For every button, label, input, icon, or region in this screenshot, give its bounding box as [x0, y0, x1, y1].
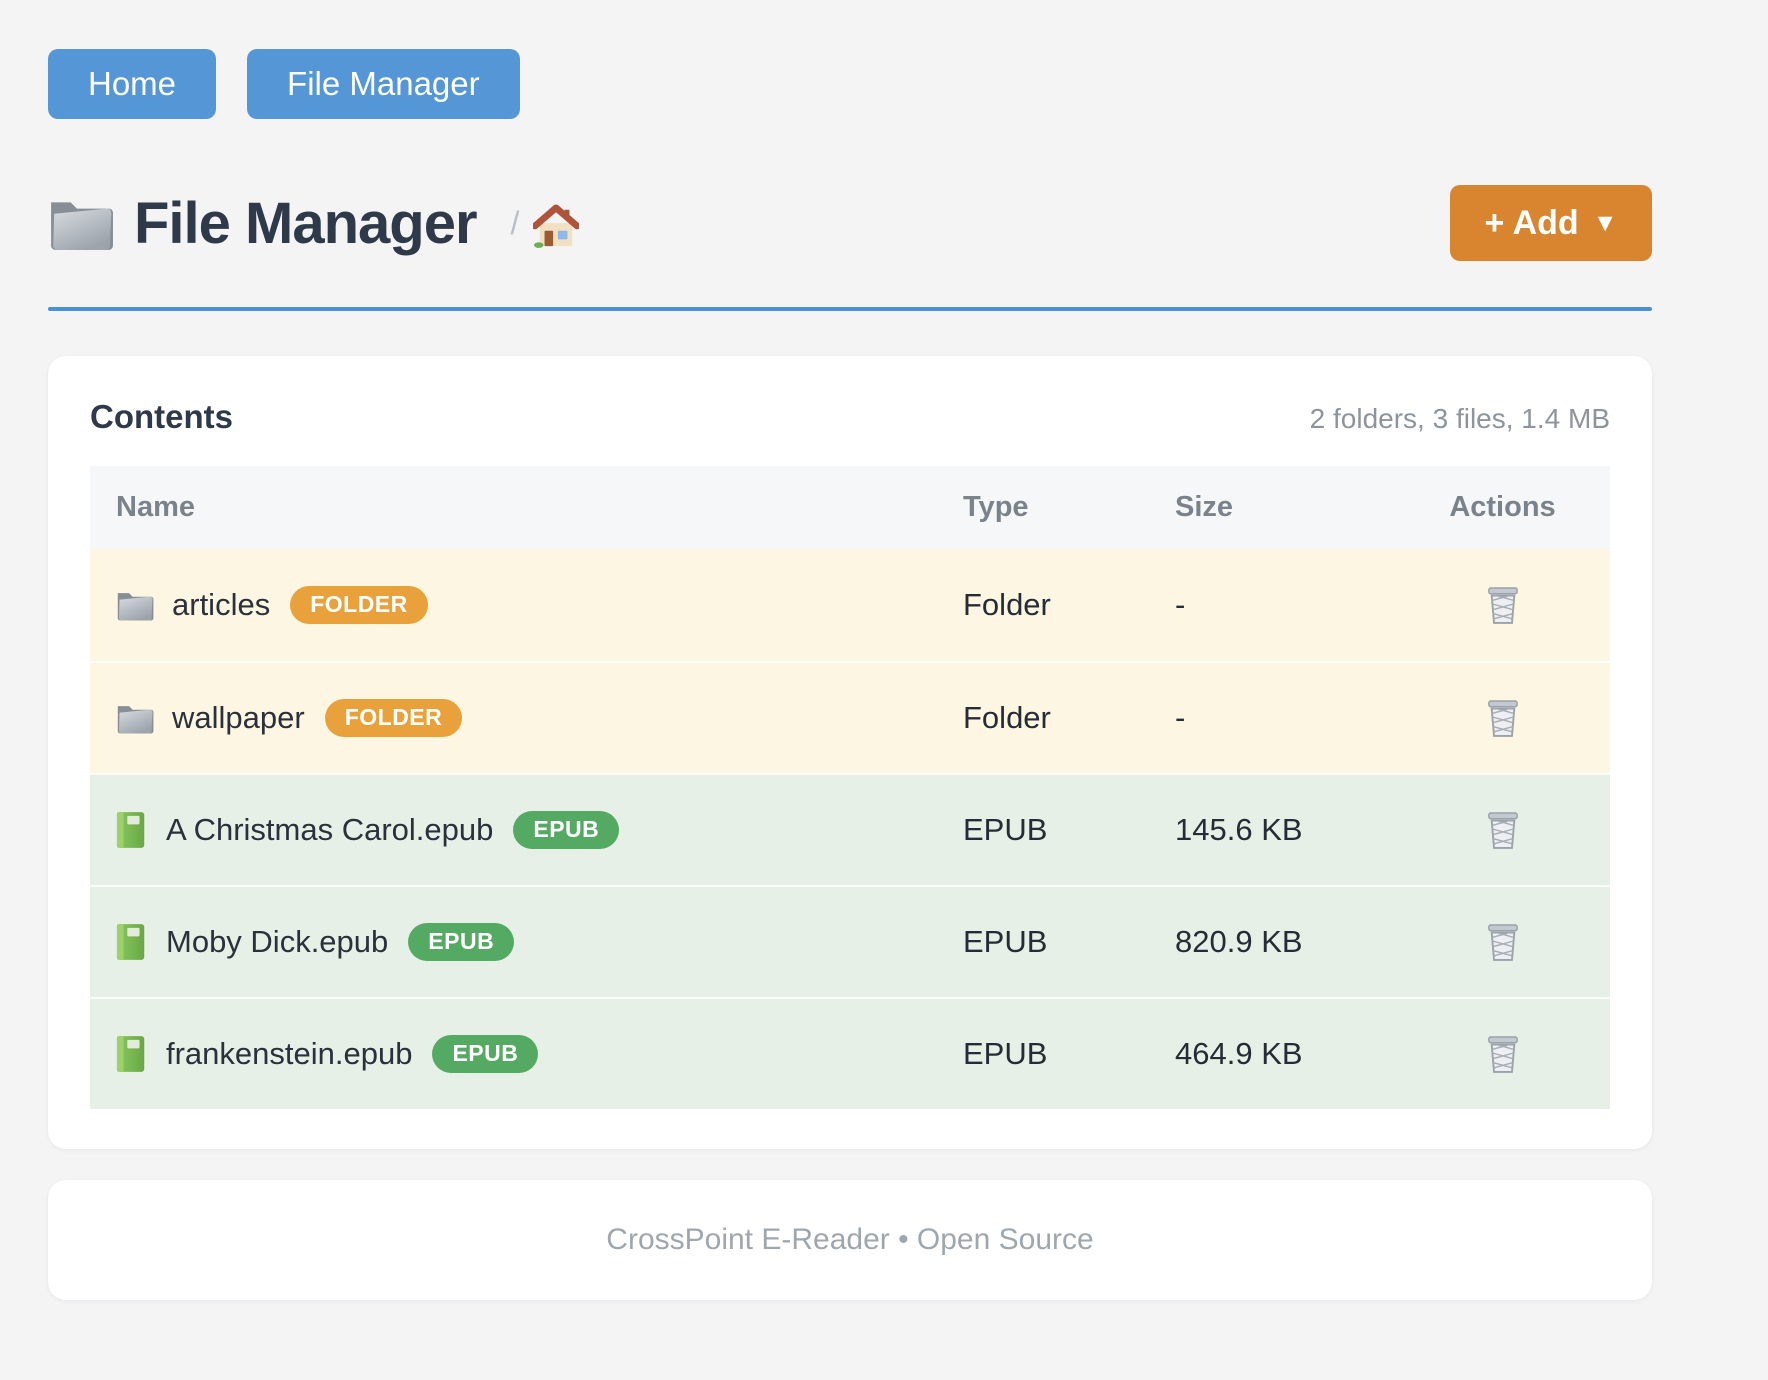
page-title: File Manager: [134, 190, 478, 256]
delete-button[interactable]: [1482, 581, 1524, 629]
cell-size: 464.9 KB: [1175, 1036, 1303, 1071]
trash-icon: [1486, 1034, 1520, 1074]
cell-type: Folder: [963, 587, 1051, 622]
table-row: wallpaper FOLDER Folder -: [90, 661, 1610, 773]
house-icon[interactable]: [533, 198, 580, 248]
table-row: frankenstein.epub EPUB EPUB 464.9 KB: [90, 997, 1610, 1109]
page-container: Home File Manager File Manager / + Add ▼…: [48, 0, 1652, 1300]
top-nav: Home File Manager: [48, 0, 1652, 119]
book-icon: [116, 923, 148, 961]
table-body: articles FOLDER Folder - wallpaper FOLDE…: [90, 549, 1610, 1109]
chevron-down-icon: ▼: [1592, 208, 1618, 237]
trash-icon: [1486, 922, 1520, 962]
book-icon: [116, 1035, 148, 1073]
delete-button[interactable]: [1482, 918, 1524, 966]
type-badge: EPUB: [432, 1035, 539, 1073]
cell-size: 145.6 KB: [1175, 812, 1303, 847]
folder-icon: [116, 701, 154, 735]
type-badge: FOLDER: [290, 586, 428, 624]
cell-type: EPUB: [963, 812, 1048, 847]
file-name[interactable]: A Christmas Carol.epub: [166, 812, 494, 847]
title-divider: [48, 307, 1652, 311]
contents-heading: Contents: [90, 398, 233, 435]
footer-text: CrossPoint E-Reader • Open Source: [606, 1223, 1094, 1256]
file-name[interactable]: frankenstein.epub: [166, 1036, 413, 1071]
table-header-row: Name Type Size Actions: [90, 466, 1610, 549]
delete-button[interactable]: [1482, 806, 1524, 854]
trash-icon: [1486, 585, 1520, 625]
table-row: articles FOLDER Folder -: [90, 549, 1610, 661]
file-table: Name Type Size Actions articles FOLDER F…: [90, 466, 1610, 1109]
file-name[interactable]: articles: [172, 587, 271, 622]
page-header: File Manager / + Add ▼: [48, 185, 1652, 261]
breadcrumb: /: [511, 198, 580, 248]
title-wrap: File Manager: [48, 190, 478, 257]
file-name[interactable]: wallpaper: [172, 700, 305, 735]
folder-icon: [116, 588, 154, 622]
column-header-name: Name: [116, 491, 195, 523]
contents-card-header: Contents 2 folders, 3 files, 1.4 MB: [90, 398, 1610, 436]
add-button[interactable]: + Add ▼: [1450, 185, 1652, 261]
home-button[interactable]: Home: [48, 49, 217, 119]
column-header-actions: Actions: [1449, 491, 1556, 523]
contents-summary: 2 folders, 3 files, 1.4 MB: [1309, 403, 1610, 434]
column-header-type: Type: [963, 491, 1029, 523]
type-badge: FOLDER: [324, 699, 463, 737]
file-manager-button[interactable]: File Manager: [247, 49, 520, 119]
trash-icon: [1486, 698, 1520, 738]
cell-type: EPUB: [963, 924, 1048, 959]
table-row: Moby Dick.epub EPUB EPUB 820.9 KB: [90, 885, 1610, 997]
cell-size: 820.9 KB: [1175, 924, 1303, 959]
delete-button[interactable]: [1482, 694, 1524, 742]
add-button-label: + Add: [1484, 203, 1579, 242]
cell-size: -: [1175, 700, 1186, 735]
book-icon: [116, 811, 148, 849]
breadcrumb-separator: /: [510, 204, 520, 241]
cell-size: -: [1175, 587, 1186, 622]
trash-icon: [1486, 810, 1520, 850]
cell-type: Folder: [963, 700, 1051, 735]
file-name[interactable]: Moby Dick.epub: [166, 924, 389, 959]
folder-icon: [48, 195, 114, 251]
delete-button[interactable]: [1482, 1030, 1524, 1078]
cell-type: EPUB: [963, 1036, 1048, 1071]
column-header-size: Size: [1175, 491, 1234, 523]
table-row: A Christmas Carol.epub EPUB EPUB 145.6 K…: [90, 773, 1610, 885]
contents-card: Contents 2 folders, 3 files, 1.4 MB Name…: [48, 356, 1652, 1149]
type-badge: EPUB: [513, 811, 620, 849]
type-badge: EPUB: [408, 923, 515, 961]
footer: CrossPoint E-Reader • Open Source: [48, 1180, 1652, 1300]
